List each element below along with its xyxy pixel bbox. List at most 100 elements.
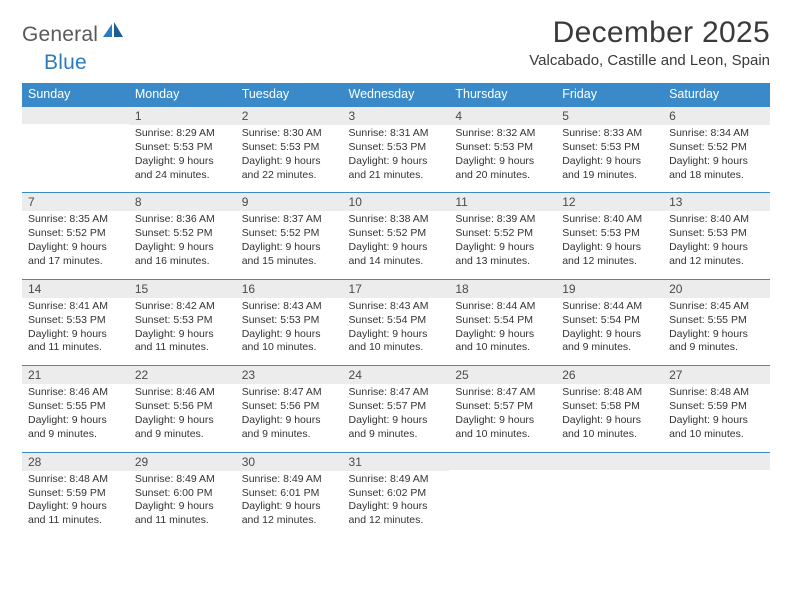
calendar-day-cell: 25Sunrise: 8:47 AMSunset: 5:57 PMDayligh… <box>449 366 556 452</box>
day-number: 15 <box>129 280 236 298</box>
day-line: Daylight: 9 hours <box>28 328 123 342</box>
day-number: 19 <box>556 280 663 298</box>
month-title: December 2025 <box>529 16 770 50</box>
day-number: 23 <box>236 366 343 384</box>
day-number: 16 <box>236 280 343 298</box>
day-line: Sunset: 5:53 PM <box>242 141 337 155</box>
day-line: and 10 minutes. <box>455 428 550 442</box>
calendar-day-cell <box>556 452 663 538</box>
day-number: 10 <box>343 193 450 211</box>
calendar-day-cell: 8Sunrise: 8:36 AMSunset: 5:52 PMDaylight… <box>129 193 236 279</box>
day-line: Daylight: 9 hours <box>28 414 123 428</box>
day-line: Sunset: 5:52 PM <box>242 227 337 241</box>
day-line: Sunrise: 8:41 AM <box>28 300 123 314</box>
calendar-day-cell <box>663 452 770 538</box>
day-line: Sunset: 5:55 PM <box>28 400 123 414</box>
day-line: Sunrise: 8:47 AM <box>349 386 444 400</box>
day-line: Sunset: 5:52 PM <box>28 227 123 241</box>
day-line: and 9 minutes. <box>562 341 657 355</box>
day-number: 30 <box>236 453 343 471</box>
day-number <box>663 453 770 470</box>
day-line: and 11 minutes. <box>28 514 123 528</box>
page: General December 2025 Valcabado, Castill… <box>0 0 792 538</box>
day-line: and 11 minutes. <box>28 341 123 355</box>
calendar-day-cell: 2Sunrise: 8:30 AMSunset: 5:53 PMDaylight… <box>236 107 343 193</box>
calendar-day-cell: 13Sunrise: 8:40 AMSunset: 5:53 PMDayligh… <box>663 193 770 279</box>
day-line: Daylight: 9 hours <box>562 155 657 169</box>
calendar-day-cell: 23Sunrise: 8:47 AMSunset: 5:56 PMDayligh… <box>236 366 343 452</box>
day-line: Daylight: 9 hours <box>28 500 123 514</box>
day-line: Sunset: 5:53 PM <box>669 227 764 241</box>
day-number: 26 <box>556 366 663 384</box>
day-line: Daylight: 9 hours <box>562 328 657 342</box>
day-line: Sunset: 5:53 PM <box>242 314 337 328</box>
day-line: and 9 minutes. <box>135 428 230 442</box>
day-line: and 19 minutes. <box>562 169 657 183</box>
day-line: Sunset: 5:52 PM <box>455 227 550 241</box>
day-body: Sunrise: 8:43 AMSunset: 5:53 PMDaylight:… <box>236 298 343 355</box>
day-line: Sunset: 5:53 PM <box>135 314 230 328</box>
calendar-day-cell: 28Sunrise: 8:48 AMSunset: 5:59 PMDayligh… <box>22 452 129 538</box>
day-number: 20 <box>663 280 770 298</box>
day-line: and 12 minutes. <box>349 514 444 528</box>
day-number: 6 <box>663 107 770 125</box>
title-block: December 2025 Valcabado, Castille and Le… <box>529 16 770 69</box>
location: Valcabado, Castille and Leon, Spain <box>529 52 770 69</box>
day-line: Daylight: 9 hours <box>349 500 444 514</box>
day-line: and 12 minutes. <box>669 255 764 269</box>
day-body: Sunrise: 8:29 AMSunset: 5:53 PMDaylight:… <box>129 125 236 182</box>
weekday-header: Friday <box>556 83 663 107</box>
day-line: Daylight: 9 hours <box>669 414 764 428</box>
day-line: Daylight: 9 hours <box>349 155 444 169</box>
day-line: Sunrise: 8:43 AM <box>349 300 444 314</box>
calendar-day-cell: 5Sunrise: 8:33 AMSunset: 5:53 PMDaylight… <box>556 107 663 193</box>
day-line: and 14 minutes. <box>349 255 444 269</box>
day-body: Sunrise: 8:45 AMSunset: 5:55 PMDaylight:… <box>663 298 770 355</box>
day-body: Sunrise: 8:49 AMSunset: 6:00 PMDaylight:… <box>129 471 236 528</box>
day-body: Sunrise: 8:32 AMSunset: 5:53 PMDaylight:… <box>449 125 556 182</box>
calendar-day-cell: 30Sunrise: 8:49 AMSunset: 6:01 PMDayligh… <box>236 452 343 538</box>
day-line: and 17 minutes. <box>28 255 123 269</box>
day-line: Sunrise: 8:43 AM <box>242 300 337 314</box>
day-line: Sunrise: 8:31 AM <box>349 127 444 141</box>
day-line: Daylight: 9 hours <box>135 414 230 428</box>
day-line: Sunrise: 8:49 AM <box>349 473 444 487</box>
calendar-day-cell: 18Sunrise: 8:44 AMSunset: 5:54 PMDayligh… <box>449 279 556 365</box>
day-line: Sunset: 6:02 PM <box>349 487 444 501</box>
day-line: Daylight: 9 hours <box>349 241 444 255</box>
day-body: Sunrise: 8:31 AMSunset: 5:53 PMDaylight:… <box>343 125 450 182</box>
calendar-table: Sunday Monday Tuesday Wednesday Thursday… <box>22 83 770 538</box>
day-line: Sunrise: 8:37 AM <box>242 213 337 227</box>
day-line: Sunrise: 8:46 AM <box>28 386 123 400</box>
day-number: 7 <box>22 193 129 211</box>
day-body: Sunrise: 8:39 AMSunset: 5:52 PMDaylight:… <box>449 211 556 268</box>
calendar-day-cell: 17Sunrise: 8:43 AMSunset: 5:54 PMDayligh… <box>343 279 450 365</box>
day-number: 13 <box>663 193 770 211</box>
day-body: Sunrise: 8:40 AMSunset: 5:53 PMDaylight:… <box>556 211 663 268</box>
day-body: Sunrise: 8:43 AMSunset: 5:54 PMDaylight:… <box>343 298 450 355</box>
weekday-header: Thursday <box>449 83 556 107</box>
day-line: and 12 minutes. <box>242 514 337 528</box>
day-number: 25 <box>449 366 556 384</box>
day-line: Sunset: 5:56 PM <box>242 400 337 414</box>
day-line: Sunset: 6:01 PM <box>242 487 337 501</box>
day-line: and 10 minutes. <box>562 428 657 442</box>
day-line: Sunset: 5:58 PM <box>562 400 657 414</box>
day-body: Sunrise: 8:34 AMSunset: 5:52 PMDaylight:… <box>663 125 770 182</box>
day-body: Sunrise: 8:36 AMSunset: 5:52 PMDaylight:… <box>129 211 236 268</box>
day-body: Sunrise: 8:35 AMSunset: 5:52 PMDaylight:… <box>22 211 129 268</box>
day-line: and 10 minutes. <box>349 341 444 355</box>
day-line: Sunrise: 8:45 AM <box>669 300 764 314</box>
day-line: and 21 minutes. <box>349 169 444 183</box>
day-line: Sunset: 5:52 PM <box>669 141 764 155</box>
day-body: Sunrise: 8:37 AMSunset: 5:52 PMDaylight:… <box>236 211 343 268</box>
day-line: Sunset: 5:59 PM <box>669 400 764 414</box>
day-line: and 12 minutes. <box>562 255 657 269</box>
day-line: and 20 minutes. <box>455 169 550 183</box>
day-number: 14 <box>22 280 129 298</box>
day-line: Sunset: 5:52 PM <box>135 227 230 241</box>
weekday-header: Sunday <box>22 83 129 107</box>
day-line: Daylight: 9 hours <box>455 155 550 169</box>
day-line: and 10 minutes. <box>455 341 550 355</box>
day-number: 1 <box>129 107 236 125</box>
